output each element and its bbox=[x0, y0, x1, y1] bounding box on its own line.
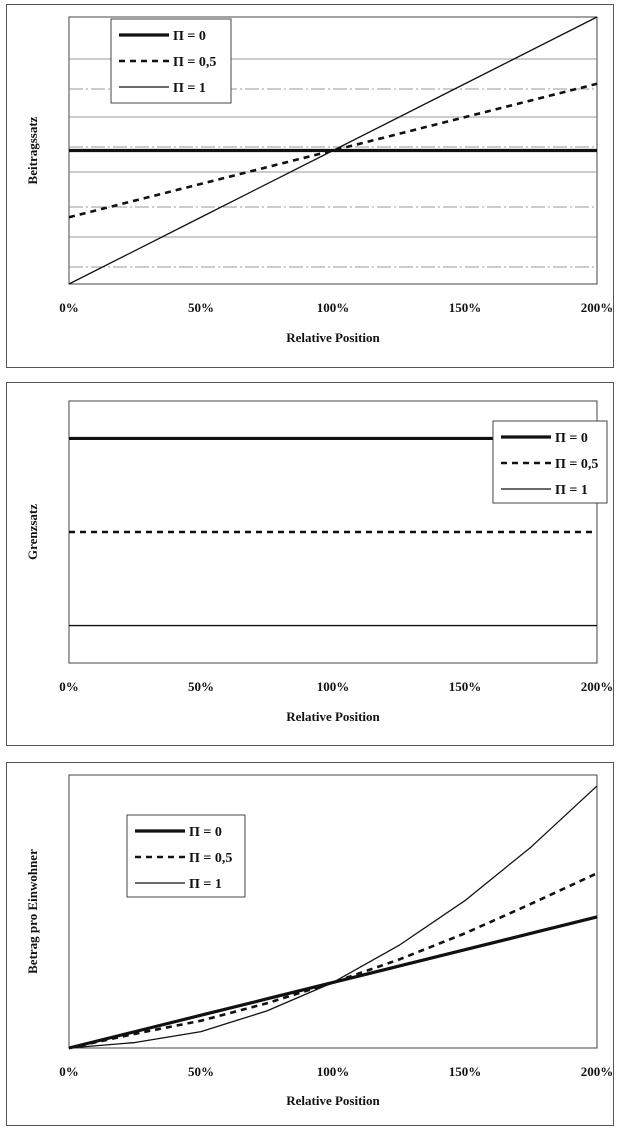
x-axis-title: Relative Position bbox=[286, 330, 380, 345]
legend-label-1: Π = 0,5 bbox=[189, 851, 232, 866]
series-line-1 bbox=[68, 82, 598, 219]
chart-grenzsatz: 0% 50% 100% 150% 200% Relative Position Grenzs… bbox=[25, 400, 614, 724]
x-axis-title: Relative Position bbox=[286, 709, 380, 724]
chart-panel-betrag-pro-einwohner: 0% 50% 100% 150% 200% Relative Position Betrag… bbox=[6, 762, 614, 1126]
legend-label-2: Π = 1 bbox=[555, 483, 588, 498]
chart-betrag-pro-einwohner: 0% 50% 100% 150% 200% Relative Position Betrag… bbox=[25, 774, 614, 1108]
x-tick-label: 100% bbox=[317, 1064, 350, 1079]
y-axis-title: Grenzsatz bbox=[25, 504, 40, 560]
x-tick-label: 50% bbox=[188, 1064, 214, 1079]
x-tick-label: 50% bbox=[188, 679, 214, 694]
y-axis-title: Beitragssatz bbox=[25, 116, 40, 184]
x-tick-label: 0% bbox=[59, 679, 79, 694]
legend-label-2: Π = 1 bbox=[189, 877, 222, 892]
series-line-2 bbox=[68, 785, 598, 1049]
y-axis-title: Betrag pro Einwohner bbox=[25, 849, 40, 974]
x-axis-title: Relative Position bbox=[286, 1093, 380, 1108]
chart-beitragssatz: 0% 50% 100% 150% 200% Relative Position Beitra… bbox=[25, 16, 614, 345]
x-tick-label: 100% bbox=[317, 300, 350, 315]
x-tick-label: 200% bbox=[581, 1064, 614, 1079]
legend-label-2: Π = 1 bbox=[173, 81, 206, 96]
plot-frame bbox=[68, 774, 598, 1049]
legend-label-1: Π = 0,5 bbox=[173, 55, 216, 70]
x-tick-label: 150% bbox=[449, 300, 482, 315]
x-tick-label: 100% bbox=[317, 679, 350, 694]
x-tick-label: 200% bbox=[581, 679, 614, 694]
legend-label-0: Π = 0 bbox=[555, 431, 588, 446]
series-line-1 bbox=[68, 872, 598, 1050]
legend-label-0: Π = 0 bbox=[173, 29, 206, 44]
series-line-2 bbox=[68, 16, 598, 285]
x-tick-label: 150% bbox=[449, 1064, 482, 1079]
x-tick-label: 200% bbox=[581, 300, 614, 315]
legend-label-0: Π = 0 bbox=[189, 825, 222, 840]
x-tick-label: 50% bbox=[188, 300, 214, 315]
legend-label-1: Π = 0,5 bbox=[555, 457, 598, 472]
chart-panel-beitragssatz: 0% 50% 100% 150% 200% Relative Position Beitra… bbox=[6, 4, 614, 368]
x-tick-label: 0% bbox=[59, 1064, 79, 1079]
chart-panel-grenzsatz: 0% 50% 100% 150% 200% Relative Position Grenzs… bbox=[6, 382, 614, 746]
x-tick-label: 150% bbox=[449, 679, 482, 694]
x-tick-label: 0% bbox=[59, 300, 79, 315]
